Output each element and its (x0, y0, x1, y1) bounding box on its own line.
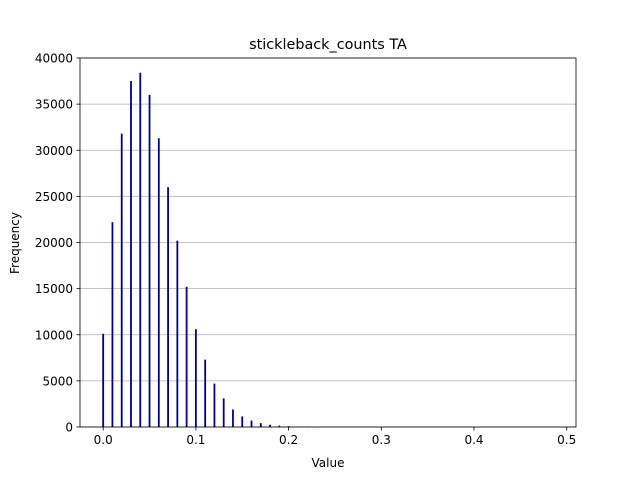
histogram-bar (269, 424, 271, 427)
histogram-bar (111, 222, 114, 427)
y-tick-label: 30000 (35, 144, 73, 158)
histogram-bar (120, 133, 123, 427)
histogram-bar (213, 383, 216, 427)
x-axis-ticks: 0.0 0.1 0.2 0.3 0.4 0.5 (94, 427, 576, 447)
y-axis-ticks: 0 5000 10000 15000 20000 25000 30000 35000 40000 (35, 52, 80, 435)
histogram-bar (148, 94, 151, 428)
x-axis-label: Value (312, 456, 345, 470)
histogram-bar (232, 409, 234, 427)
y-tick-label: 0 (65, 421, 73, 435)
histogram-bar (157, 138, 160, 427)
y-tick-label: 5000 (42, 374, 73, 388)
histogram-bar (139, 72, 142, 427)
x-tick-label: 0.3 (372, 433, 391, 447)
x-tick-label: 0.1 (186, 433, 205, 447)
histogram-bar (167, 187, 169, 427)
x-tick-label: 0.5 (557, 433, 576, 447)
chart-title: stickleback_counts TA (249, 37, 407, 53)
histogram-bar (241, 416, 244, 427)
histogram-bar (102, 333, 105, 427)
histogram-bar (222, 398, 225, 427)
histogram-bar (250, 420, 253, 427)
y-tick-label: 20000 (35, 236, 73, 250)
y-tick-label: 40000 (35, 52, 73, 66)
histogram-bar (287, 426, 290, 427)
histogram-bar (259, 423, 262, 427)
histogram-bar (185, 286, 188, 427)
y-tick-label: 25000 (35, 190, 73, 204)
histogram-bar (130, 81, 132, 427)
x-tick-label: 0.2 (279, 433, 298, 447)
y-axis-label: Frequency (8, 212, 22, 274)
x-tick-label: 0.0 (94, 433, 113, 447)
histogram-bar (176, 240, 179, 427)
x-tick-label: 0.4 (464, 433, 483, 447)
bars (102, 72, 318, 428)
histogram-bar (204, 359, 207, 427)
histogram-bar (194, 329, 197, 427)
y-tick-label: 35000 (35, 98, 73, 112)
y-tick-label: 10000 (35, 328, 73, 342)
histogram-bar (278, 425, 281, 427)
y-tick-label: 15000 (35, 282, 73, 296)
